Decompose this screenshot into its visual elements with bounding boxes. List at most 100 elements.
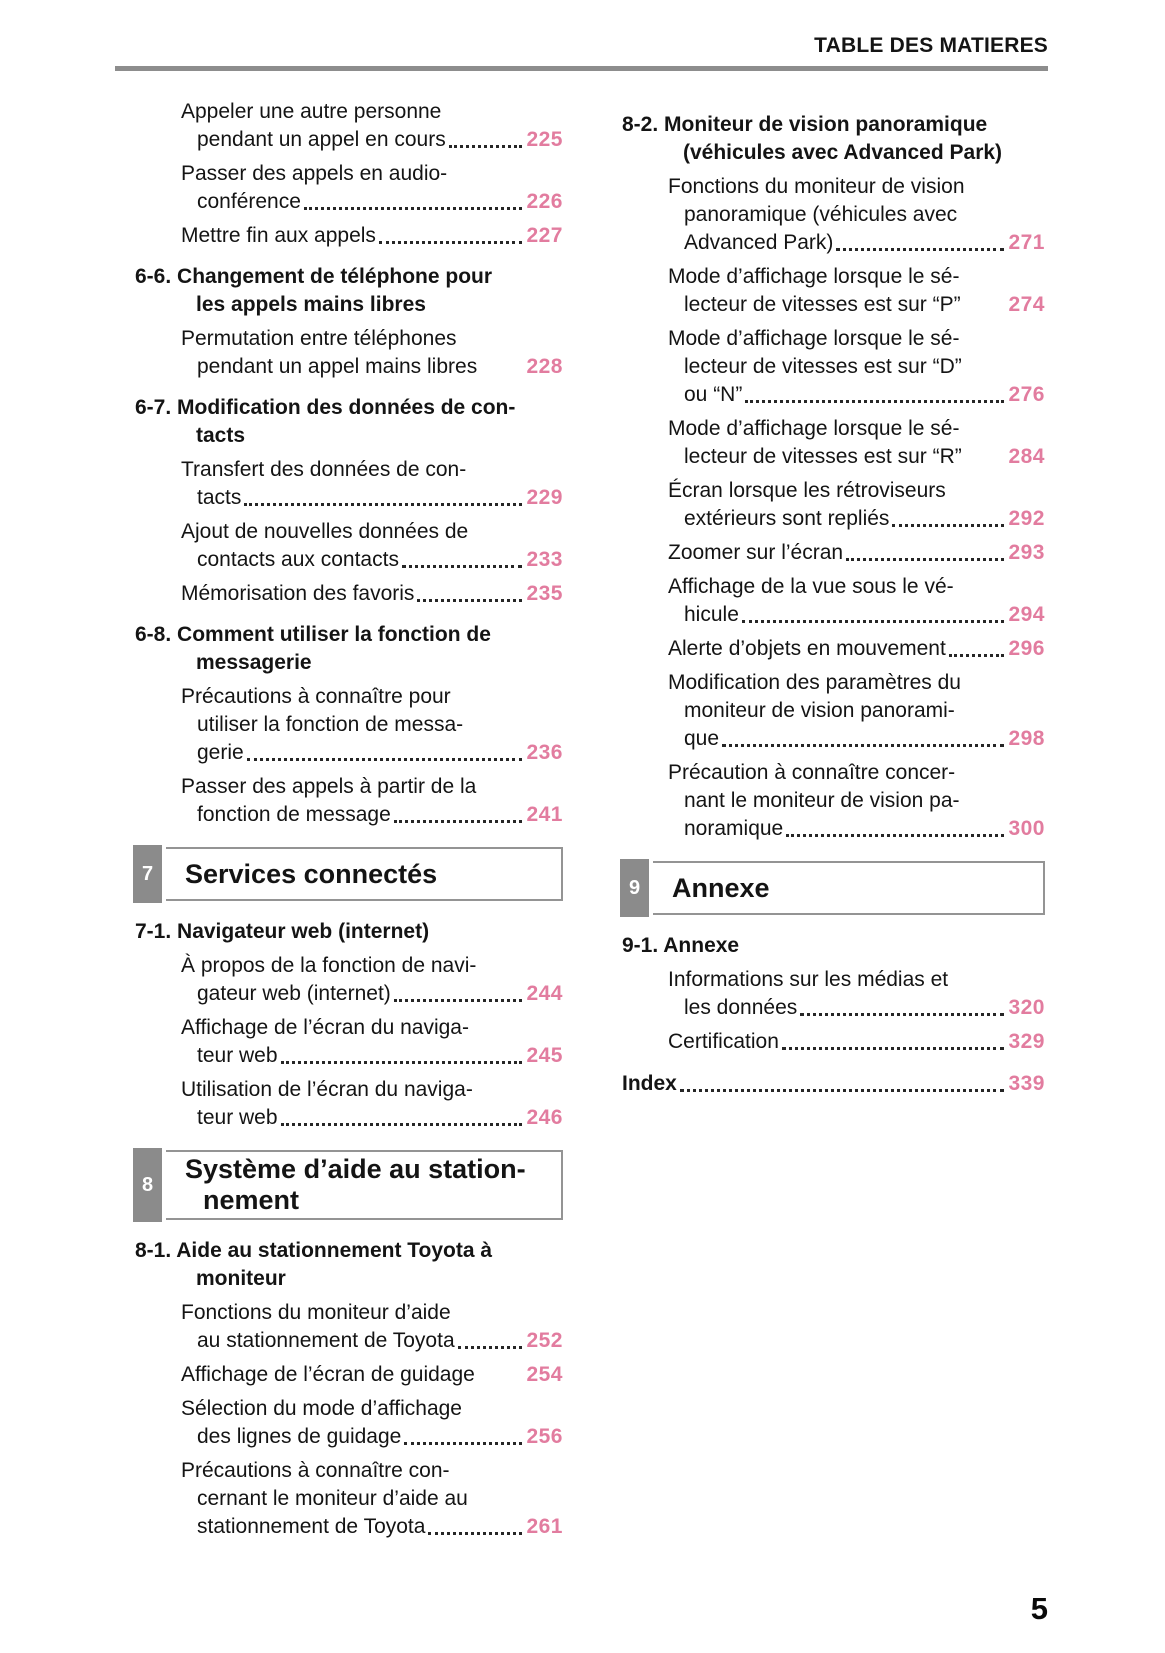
toc-entry-last-line: lecteur de vitesses est sur “R” 284 [620,443,1045,471]
toc-entry-line: Mode d’affichage lorsque le sé- [668,417,960,440]
toc-entry-text: Certification [668,1030,779,1053]
toc-entry-text: au stationnement de Toyota [197,1329,455,1352]
page-ref: 235 [526,582,563,605]
toc-entry-last-line: tacts 229 [133,484,563,512]
toc-entry-last-line: lecteur de vitesses est sur “P” 274 [620,291,1045,319]
toc-entry-last-line: extérieurs sont repliés 292 [620,505,1045,533]
toc-entry: Zoomer sur l’écran 293 [620,539,1045,567]
toc-section-line: 7-1. Navigateur web (internet) [133,918,563,946]
toc-section-label: 9-1. [622,934,659,957]
page-ref: 252 [526,1329,563,1352]
page-ref: 233 [526,548,563,571]
toc-entry-line: Transfert des données de con- [181,458,467,481]
toc-entry-text: ou “N” [684,383,743,406]
toc-entry-text: Advanced Park) [684,231,834,254]
dot-leader [800,1013,1005,1016]
page-ref: 292 [1008,507,1045,530]
page-ref: 245 [526,1044,563,1067]
toc-entry-text: gerie [197,741,244,764]
dot-leader [786,834,1005,837]
dot-leader [781,1047,1005,1050]
toc-entry: Mode d’affichage lorsque le sé-lecteur d… [620,263,1045,319]
toc-entry-line: Appeler une autre personne [181,100,442,123]
page-ref: 296 [1008,637,1045,660]
dot-leader [448,145,523,148]
toc-section-label: 8-1. [135,1239,172,1262]
toc-entry-text: stationnement de Toyota [197,1515,426,1538]
toc-section-line: moniteur [196,1267,286,1290]
toc-entry-text: des lignes de guidage [197,1425,402,1448]
chapter-number-badge: 8 [133,1148,166,1222]
toc-entry: Écran lorsque les rétroviseurs extérieurs… [620,477,1045,533]
chapter-banner: 7 Services connectés [133,845,563,903]
toc-entry-last-line: teur web 246 [133,1104,563,1132]
toc-section-title: Aide au stationnement Toyota à [171,1239,493,1262]
toc-entry-last-line: Affichage de l’écran de guidage 254 [133,1361,563,1389]
toc-entry-line: lecteur de vitesses est sur “D” [684,355,962,378]
toc-entry-line: utiliser la fonction de messa- [197,713,464,736]
toc-entry-last-line: conférence 226 [133,188,563,216]
toc-entry-line: Écran lorsque les rétroviseurs [668,479,946,502]
toc-entry-text: contacts aux contacts [197,548,399,571]
dot-leader [244,503,523,506]
page-ref: 294 [1008,603,1045,626]
toc-section-title: Changement de téléphone pour [171,265,493,288]
toc-column-left: Appeler une autre personne pendant un app… [133,98,563,1547]
toc-entry-last-line: noramique 300 [620,815,1045,843]
toc-entry-last-line: des lignes de guidage 256 [133,1423,563,1451]
toc-entry: Appeler une autre personne pendant un app… [133,98,563,154]
toc-entry-last-line: Index 339 [620,1070,1045,1098]
page-ref: 226 [526,190,563,213]
page-ref: 246 [526,1106,563,1129]
toc-entry-text: Affichage de l’écran de guidage [181,1363,475,1386]
toc-section-heading: 6-6. Changement de téléphone pour les app… [133,263,563,319]
dot-leader [457,1346,523,1349]
toc-entry-text: Zoomer sur l’écran [668,541,844,564]
toc-section-line: 9-1. Annexe [620,932,1045,960]
dot-leader [428,1532,523,1535]
toc-section-title: Comment utiliser la fonction de [171,623,491,646]
page-title: TABLE DES MATIERES [814,34,1048,57]
toc-entry-last-line: Mémorisation des favoris 235 [133,580,563,608]
toc-section-heading: 8-2. Moniteur de vision panoramique (véhi… [620,111,1045,167]
toc-entry-text: Index [622,1072,677,1095]
toc-entry: Mode d’affichage lorsque le sé-lecteur d… [620,415,1045,471]
toc-entry: Transfert des données de con-tacts 229 [133,456,563,512]
toc-entry: Mettre fin aux appels 227 [133,222,563,250]
dot-leader [892,524,1005,527]
toc-entry-last-line: que 298 [620,725,1045,753]
toc-section-label: 7-1. [135,920,172,943]
toc-entry-last-line: contacts aux contacts 233 [133,546,563,574]
page-ref: 261 [526,1515,563,1538]
dot-leader [280,1123,523,1126]
toc-entry: Modification des paramètres du moniteur d… [620,669,1045,753]
toc-entry-line: Fonctions du moniteur de vision [668,175,965,198]
toc-column-right: 8-2. Moniteur de vision panoramique (véhi… [620,98,1045,1547]
toc-section-line: 6-7. Modification des données de con- [133,394,563,422]
toc-section-line: 8-1. Aide au stationnement Toyota à [133,1237,563,1265]
toc-entry: Précautions à connaître con-cernant le m… [133,1457,563,1541]
toc-entry: Ajout de nouvelles données de contacts au… [133,518,563,574]
toc-entry-last-line: pendant un appel mains libres 228 [133,353,563,381]
toc-entry-last-line: teur web 245 [133,1042,563,1070]
toc-entry-line: Affichage de la vue sous le vé- [668,575,954,598]
toc-section-label: 6-6. [135,265,172,288]
dot-leader [745,400,1005,403]
toc-entry-text: extérieurs sont repliés [684,507,890,530]
toc-entry-line: Ajout de nouvelles données de [181,520,469,543]
page-ref: 339 [1008,1072,1045,1095]
page-ref: 256 [526,1425,563,1448]
toc-entry: Précaution à connaître concer-nant le mo… [620,759,1045,843]
toc-entry-line: Utilisation de l’écran du naviga- [181,1078,473,1101]
toc-entry-text: hicule [684,603,739,626]
toc-entry: Informations sur les médias et les donnée… [620,966,1045,1022]
page-ref: 241 [526,803,563,826]
chapter-banner: 9 Annexe [620,859,1045,917]
toc-entry: À propos de la fonction de navi-gateur w… [133,952,563,1008]
toc-section-line: messagerie [196,651,312,674]
toc-section-heading: 6-8. Comment utiliser la fonction de mess… [133,621,563,677]
toc-entry: Affichage de l’écran du naviga-teur web 2… [133,1014,563,1070]
toc-entry: Précautions à connaître pour utiliser la … [133,683,563,767]
toc-entry: Mode d’affichage lorsque le sé-lecteur d… [620,325,1045,409]
toc-section-line: les appels mains libres [196,293,426,316]
